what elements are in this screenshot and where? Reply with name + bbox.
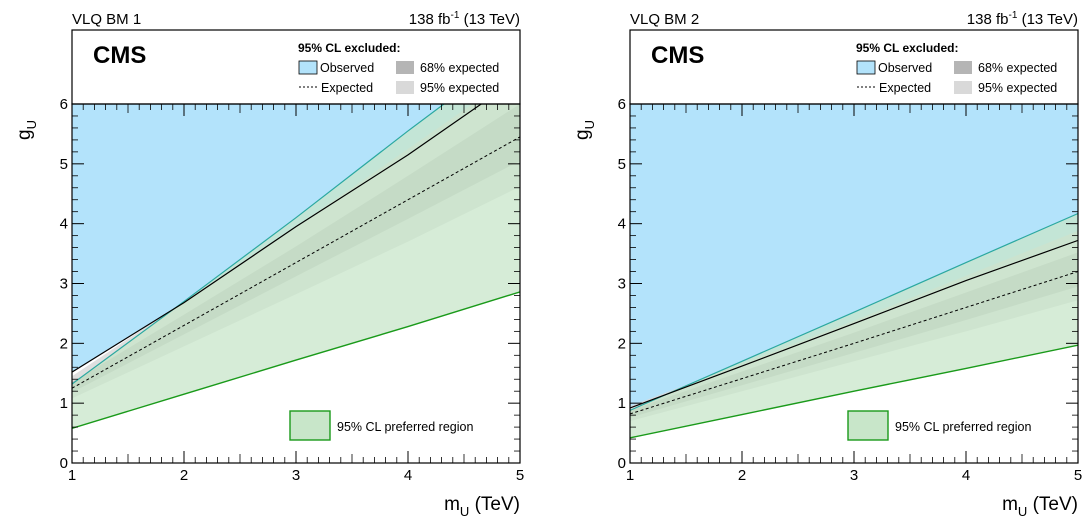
lumi-exponent: -1: [451, 10, 460, 21]
legend-expected-label: Expected: [321, 81, 373, 95]
y-axis-symbol: g: [14, 129, 35, 140]
legend-swatch-preferred: [847, 410, 889, 441]
y-tick-label: 2: [618, 335, 626, 352]
lumi-exponent: -1: [1009, 10, 1018, 21]
y-tick-label: 0: [618, 455, 626, 472]
x-tick-label: 3: [850, 467, 858, 484]
y-tick-label: 4: [618, 216, 626, 233]
x-axis-unit: (TeV): [469, 494, 520, 515]
experiment-label: CMS: [651, 42, 704, 69]
y-tick-label: 5: [60, 156, 68, 173]
preferred-lower-line: [72, 291, 520, 429]
x-axis-symbol: m: [444, 494, 460, 515]
legend-swatch-95: [954, 81, 972, 94]
y-tick-label: 3: [60, 276, 68, 293]
observed-line: [630, 239, 1078, 409]
legend-preferred-label: 95% CL preferred region: [337, 420, 473, 434]
x-tick-label: 1: [626, 467, 634, 484]
expected-line: [630, 271, 1078, 415]
x-axis-subscript: U: [460, 504, 469, 519]
x-axis-unit: (TeV): [1027, 494, 1078, 515]
legend-swatch-preferred: [289, 410, 331, 441]
x-tick-label: 3: [292, 467, 300, 484]
x-axis-label: mU (TeV): [444, 494, 520, 519]
legend-swatch-observed: [856, 60, 876, 75]
x-axis-label: mU (TeV): [1002, 494, 1078, 519]
scenario-label: VLQ BM 1: [72, 11, 141, 28]
x-tick-label: 2: [180, 467, 188, 484]
y-axis-subscript: U: [582, 120, 597, 129]
legend-swatch-68: [954, 61, 972, 74]
y-axis-subscript: U: [24, 120, 39, 129]
preferred-upper-line: [72, 104, 446, 385]
y-tick-label: 5: [618, 156, 626, 173]
lumi-energy: (13 TeV): [459, 11, 520, 28]
x-tick-label: 4: [404, 467, 412, 484]
legend-swatch-95: [396, 81, 414, 94]
x-tick-label: 4: [962, 467, 970, 484]
x-axis-subscript: U: [1018, 504, 1027, 519]
y-tick-label: 1: [618, 395, 626, 412]
legend-title: 95% CL excluded:: [856, 41, 958, 55]
y-tick-label: 1: [60, 395, 68, 412]
legend-title: 95% CL excluded:: [298, 41, 400, 55]
lumi-value: 138 fb: [967, 11, 1009, 28]
x-tick-label: 2: [738, 467, 746, 484]
lumi-label: 138 fb-1 (13 TeV): [967, 10, 1078, 28]
y-tick-label: 0: [60, 455, 68, 472]
legend-observed-label: Observed: [320, 61, 374, 75]
observed-excluded-region: [630, 104, 1078, 408]
y-tick-label: 6: [618, 96, 626, 113]
legend-swatch-68: [396, 61, 414, 74]
y-tick-label: 2: [60, 335, 68, 352]
preferred-upper-line: [630, 212, 1078, 411]
y-axis-label: gU: [572, 120, 597, 140]
plot-area: [72, 104, 520, 429]
preferred-region: [630, 213, 1078, 438]
legend-95-label: 95% expected: [978, 81, 1057, 95]
lumi-energy: (13 TeV): [1017, 11, 1078, 28]
y-tick-label: 3: [618, 276, 626, 293]
legend-preferred-label: 95% CL preferred region: [895, 420, 1031, 434]
preferred-lower-line: [630, 344, 1078, 439]
legend-expected-label: Expected: [879, 81, 931, 95]
y-tick-label: 4: [60, 216, 68, 233]
lumi-label: 138 fb-1 (13 TeV): [409, 10, 520, 28]
x-tick-label: 1: [68, 467, 76, 484]
experiment-label: CMS: [93, 42, 146, 69]
x-tick-label: 5: [516, 467, 524, 484]
legend-observed-label: Observed: [878, 61, 932, 75]
observed-excluded-region: [72, 104, 520, 373]
y-tick-label: 6: [60, 96, 68, 113]
x-axis-symbol: m: [1002, 494, 1018, 515]
y-axis-label: gU: [14, 120, 39, 140]
lumi-value: 138 fb: [409, 11, 451, 28]
legend-68-label: 68% expected: [978, 61, 1057, 75]
x-tick-label: 5: [1074, 467, 1082, 484]
legend-95-label: 95% expected: [420, 81, 499, 95]
observed-line: [72, 104, 483, 373]
legend-swatch-observed: [298, 60, 318, 75]
legend-68-label: 68% expected: [420, 61, 499, 75]
preferred-region: [72, 104, 520, 429]
y-axis-symbol: g: [572, 129, 593, 140]
plot-area: [630, 104, 1078, 439]
scenario-label: VLQ BM 2: [630, 11, 699, 28]
